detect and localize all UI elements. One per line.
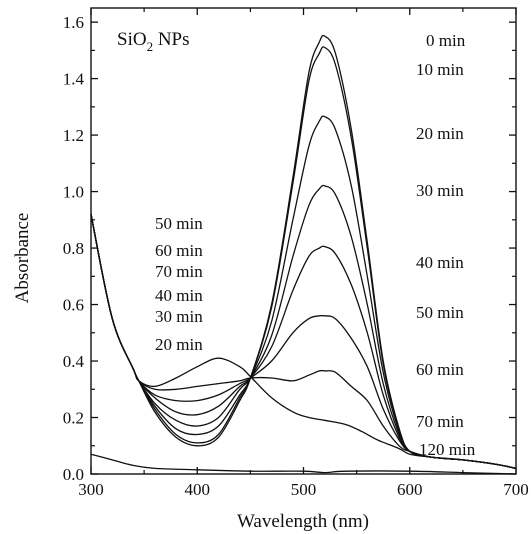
x-tick-label: 700 <box>503 480 529 499</box>
y-axis-title: Absorbance <box>12 213 33 304</box>
label-left-1: 60 min <box>155 241 203 260</box>
y-tick-label: 1.4 <box>63 70 85 89</box>
x-axis-title: Wavelength (nm) <box>237 511 369 532</box>
y-tick-label: 0.2 <box>63 409 84 428</box>
label-right-8: 120 min <box>419 440 476 459</box>
x-tick-label: 600 <box>397 480 423 499</box>
x-axis: 300 400 500 600 700 <box>78 8 529 499</box>
series-lines <box>90 34 517 475</box>
y-tick-label: 0.6 <box>63 296 84 315</box>
label-right-2: 20 min <box>416 124 464 143</box>
label-right-5: 50 min <box>416 303 464 322</box>
y-tick-label: 0.0 <box>63 465 84 484</box>
label-right-0: 0 min <box>426 31 466 50</box>
label-right-3: 30 min <box>416 181 464 200</box>
x-tick-label: 500 <box>291 480 317 499</box>
label-right-1: 10 min <box>416 60 464 79</box>
y-tick-label: 1.0 <box>63 183 84 202</box>
y-axis: 0.0 0.2 0.4 0.6 0.8 1.0 1.2 1.4 1.6 <box>63 13 516 484</box>
y-tick-label: 1.2 <box>63 126 84 145</box>
label-left-0: 50 min <box>155 214 203 233</box>
label-left-4: 30 min <box>155 307 203 326</box>
series-line-7 <box>90 214 517 470</box>
label-right-7: 70 min <box>416 412 464 431</box>
series-line-8 <box>90 453 517 475</box>
y-tick-label: 0.4 <box>63 352 85 371</box>
chart-title: SiO2 NPs <box>117 29 190 54</box>
x-tick-label: 300 <box>78 480 104 499</box>
label-right-4: 40 min <box>416 253 464 272</box>
series-line-6 <box>90 214 517 470</box>
label-left-2: 70 min <box>155 262 203 281</box>
x-tick-label: 400 <box>185 480 211 499</box>
label-left-5: 20 min <box>155 335 203 354</box>
label-right-6: 60 min <box>416 360 464 379</box>
y-tick-label: 1.6 <box>63 13 84 32</box>
y-tick-label: 0.8 <box>63 239 84 258</box>
label-left-3: 40 min <box>155 286 203 305</box>
